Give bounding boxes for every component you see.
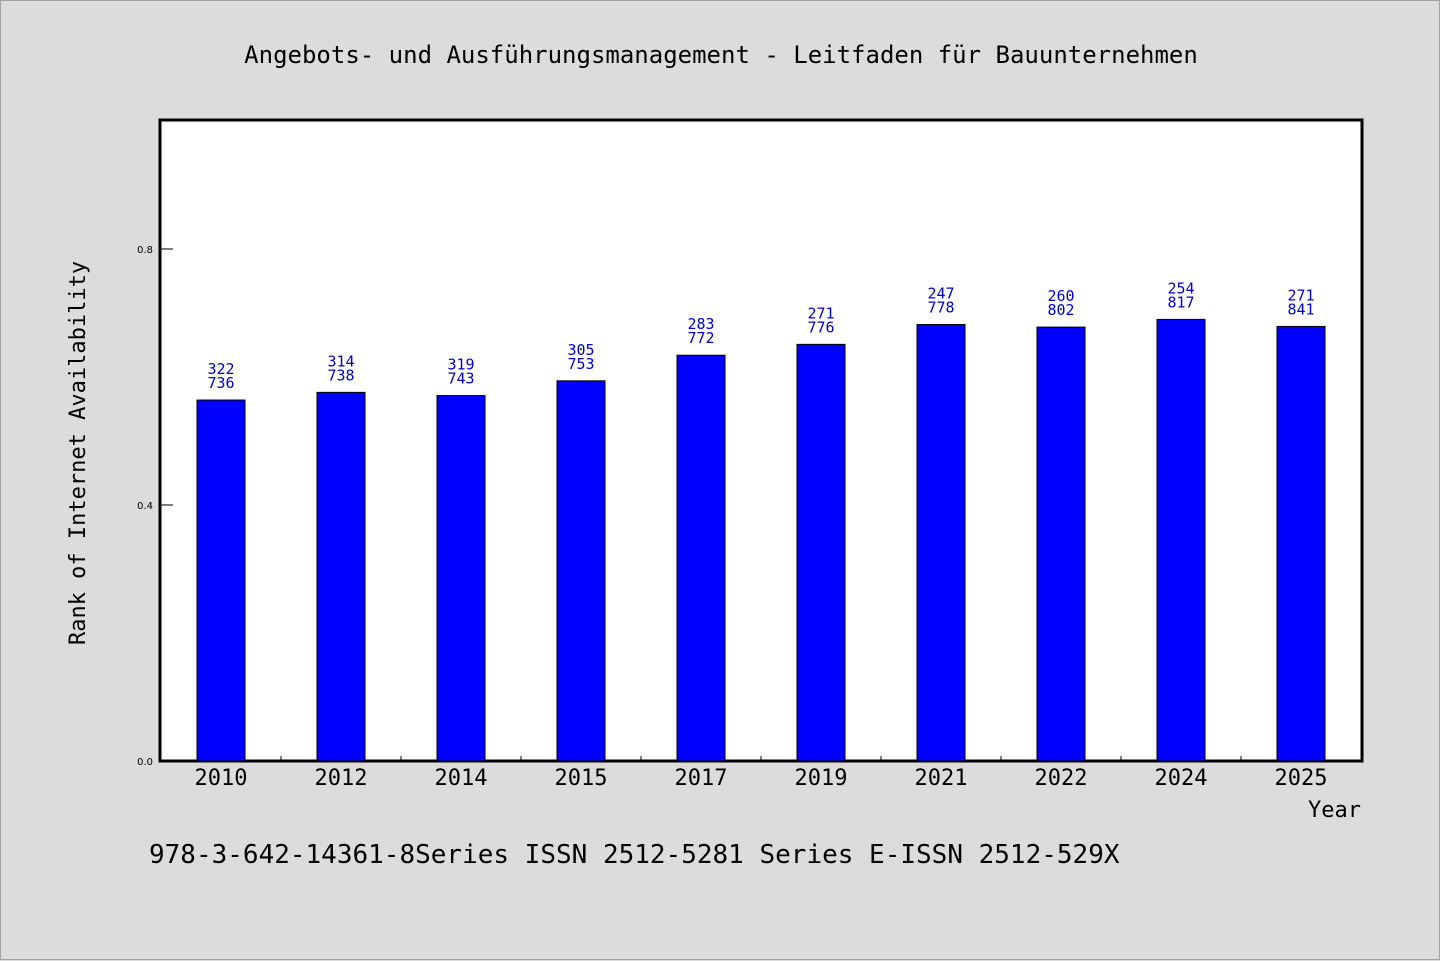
bar-data-label: 817 [1167,293,1194,311]
bar-data-label: 753 [567,355,594,373]
bar-data-label: 319 [447,356,474,374]
bar-data-label: 247 [927,285,954,303]
bar-data-label: 743 [447,370,474,388]
bar-2025 [1276,325,1326,762]
x-tick-label: 2012 [315,766,368,791]
bar-2010 [196,399,246,762]
x-axis-ticks: 2010 2012 2014 2015 2017 2019 2021 2022 2024 2025 [195,756,1328,791]
y-axis-ticks: 0.0 0.4 0.8 [137,245,173,768]
bar-data-label: 736 [207,374,234,392]
bar-2017 [676,354,726,762]
x-tick-label: 2017 [675,766,728,791]
x-tick-label: 2021 [915,766,968,791]
bar-data-label: 254 [1167,279,1194,297]
bar-data-label: 841 [1287,300,1314,318]
bar-2015 [556,380,606,762]
bar-2014 [436,395,486,762]
bars-group [196,318,1326,762]
bar-data-label: 778 [927,299,954,317]
y-tick-label: 0.4 [137,501,153,512]
bar-data-label: 322 [207,360,234,378]
x-tick-label: 2022 [1035,766,1088,791]
bar-data-label: 738 [327,366,354,384]
bar-2019 [796,343,846,762]
bar-2022 [1036,326,1086,762]
x-axis-label: Year [1308,798,1361,823]
bar-data-label: 271 [807,304,834,322]
bar-data-label: 271 [1287,286,1314,304]
bar-data-label: 305 [567,341,594,359]
chart-title: Angebots- und Ausführungsmanagement - Le… [244,41,1198,69]
bar-data-label: 772 [687,329,714,347]
y-tick-label: 0.0 [137,757,153,768]
x-tick-label: 2014 [435,766,488,791]
bar-data-label: 314 [327,352,354,370]
x-tick-label: 2025 [1275,766,1328,791]
y-axis-label: Rank of Internet Availability [66,261,91,645]
x-tick-label: 2024 [1155,766,1208,791]
x-tick-label: 2010 [195,766,248,791]
bar-2012 [316,391,366,762]
footer-text: 978-3-642-14361-8Series ISSN 2512-5281 S… [149,840,1120,870]
bar-2024 [1156,318,1206,762]
bar-data-label: 802 [1047,301,1074,319]
bar-data-label: 283 [687,315,714,333]
bar-data-label: 776 [807,318,834,336]
x-tick-label: 2019 [795,766,848,791]
bar-2021 [916,324,966,762]
bar-data-label: 260 [1047,287,1074,305]
y-tick-label: 0.8 [137,245,153,256]
x-tick-label: 2015 [555,766,608,791]
bar-labels-group: 3227363147383197433057532837722717762477… [207,279,1314,392]
